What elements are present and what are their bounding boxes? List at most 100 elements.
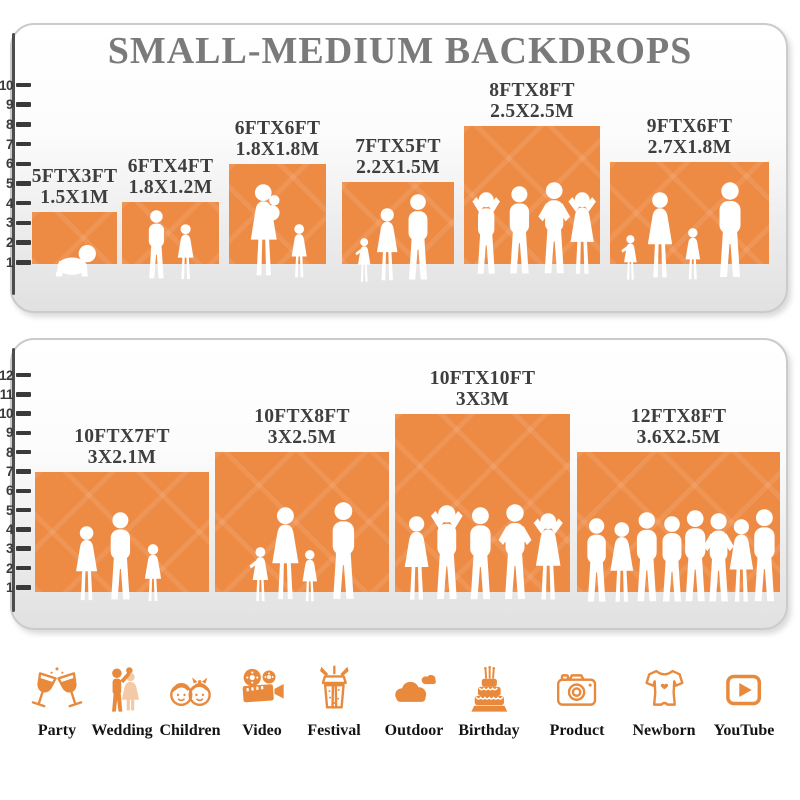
backdrop-rect — [215, 452, 389, 592]
backdrop-size-m: 2.7X1.8M — [647, 137, 732, 158]
ruler-tick-number: 5 — [5, 176, 14, 191]
ruler-tick-number: 2 — [5, 560, 14, 576]
backdrop-size-label: 7FTX5FT 2.2X1.5M — [355, 136, 441, 178]
backdrop-size-label: 10FTX10FT 3X3M — [430, 368, 536, 410]
ruler-tick-dash — [16, 411, 31, 416]
woman-armsup-silhouette — [530, 513, 566, 604]
category-label: Birthday — [458, 722, 520, 739]
ruler-tick: 7 — [0, 136, 31, 152]
backdrop-size-ft: 8FTX8FT — [489, 80, 575, 101]
party-icon — [31, 664, 83, 716]
ruler-tick-number: 6 — [5, 483, 14, 499]
ruler-tick-number: 1 — [5, 579, 14, 595]
category-outdoor: Outdoor — [384, 664, 444, 740]
man-armsup-silhouette — [469, 192, 503, 278]
backdrop-size-ft: 10FTX10FT — [429, 368, 536, 389]
backdrop-size-label: 6FTX4FT 1.8X1.2M — [128, 156, 214, 198]
backdrop-size-m: 1.5X1M — [40, 187, 109, 208]
ruler-tick-number: 7 — [5, 136, 14, 152]
baby-silhouette — [48, 242, 100, 280]
backdrop-size-label: 10FTX8FT 3X2.5M — [254, 406, 350, 448]
ruler-tick-number: 9 — [5, 97, 14, 113]
category-wedding: Wedding — [91, 664, 153, 740]
woman-silhouette — [372, 208, 402, 284]
ruler-tick: 2 — [0, 235, 31, 250]
category-product: Product — [549, 664, 605, 740]
ruler-tick: 9 — [0, 425, 31, 440]
category-label: Outdoor — [384, 722, 444, 739]
backdrop-size-label: 10FTX7FT 3X2.1M — [74, 426, 170, 468]
ruler-tick-dash — [16, 488, 31, 494]
category-label: YouTube — [713, 722, 775, 739]
ruler-tick: 6 — [0, 156, 31, 172]
ruler-tick-dash — [16, 102, 31, 107]
woman-silhouette — [288, 224, 310, 280]
ruler-tick: 3 — [0, 215, 31, 231]
ruler-tick-number: 4 — [5, 195, 14, 211]
backdrop-panel-small: 10 9 8 7 6 5 4 3 2 1 5FTX3FT 1.5X1M 6FTX4FT 1.8X1.2M 6… — [0, 23, 788, 313]
ruler-tick-dash — [16, 240, 31, 245]
ruler-tick-number: 6 — [5, 156, 14, 172]
category-label: Wedding — [91, 722, 153, 739]
ruler-tick: 8 — [0, 444, 31, 460]
backdrop-size-m: 3X3M — [455, 389, 510, 410]
ruler-tick: 5 — [0, 176, 31, 191]
ruler-tick: 1 — [0, 579, 31, 595]
ruler-tick: 11 — [0, 386, 31, 402]
backdrop-size-m: 2.2X1.5M — [356, 157, 440, 178]
ruler-tick-dash — [16, 122, 31, 127]
backdrop-size-label: 9FTX6FT 2.7X1.8M — [647, 116, 733, 158]
category-newborn: Newborn — [632, 664, 696, 740]
ruler-tick-number: 11 — [0, 386, 14, 402]
ruler-tick: 9 — [0, 97, 31, 113]
backdrop-size-m: 2.5X2.5M — [490, 101, 574, 122]
backdrop-size-label: 12FTX8FT 3.6X2.5M — [631, 406, 727, 448]
backdrop-size-ft: 10FTX8FT — [254, 406, 350, 427]
category-birthday: Birthday — [458, 664, 520, 740]
newborn-icon — [638, 664, 690, 716]
backdrop-rect — [32, 212, 117, 264]
ruler-tick-dash — [16, 527, 31, 532]
category-video: Video — [236, 664, 288, 740]
ruler-tick-dash — [16, 430, 31, 436]
backdrop-size-label: 6FTX6FT 1.8X1.8M — [235, 118, 321, 160]
backdrop-panel-medium: 12 11 10 9 8 7 6 5 4 3 2 1 10FTX7FT 3X2.1M 10FTX8FT 3X2… — [0, 338, 788, 630]
ruler-tick: 5 — [0, 503, 31, 518]
ruler-tick: 12 — [0, 368, 31, 383]
category-label: Newborn — [632, 722, 696, 739]
ruler-tick-dash — [16, 507, 31, 513]
backdrop-size-ft: 5FTX3FT — [31, 166, 118, 187]
category-label: Video — [242, 722, 282, 739]
page-title: SMALL-MEDIUM BACKDROPS — [107, 30, 693, 72]
ruler-tick-number: 8 — [5, 444, 14, 460]
woman-silhouette — [642, 192, 678, 282]
ruler-tick-number: 3 — [5, 215, 14, 231]
man-silhouette — [323, 502, 364, 604]
ruler-tick-number: 3 — [5, 541, 14, 557]
ruler-tick-number: 10 — [0, 77, 14, 93]
backdrop-size-m: 3.6X2.5M — [636, 427, 721, 448]
ruler-tick-number: 4 — [5, 521, 14, 537]
festival-icon — [308, 664, 360, 716]
ruler-tick: 4 — [0, 521, 31, 537]
man-silhouette — [400, 194, 436, 284]
ruler-tick-number: 8 — [5, 116, 14, 132]
ruler-tick: 2 — [0, 560, 31, 576]
backdrop-size-label: 5FTX3FT 1.5X1M — [32, 166, 118, 208]
ruler-tick: 7 — [0, 464, 31, 479]
man-silhouette — [745, 509, 784, 606]
backdrop-rect — [122, 202, 219, 264]
ruler-tick: 8 — [0, 116, 31, 132]
ruler-tick: 10 — [0, 406, 31, 421]
ruler-tick-dash — [16, 469, 31, 474]
category-label: Product — [549, 722, 605, 739]
ruler-tick-dash — [16, 161, 31, 167]
category-festival: Festival — [307, 664, 361, 740]
ruler-tick-dash — [16, 141, 31, 147]
category-label: Festival — [307, 722, 361, 739]
backdrop-size-ft: 7FTX5FT — [355, 136, 441, 157]
ruler-tick-dash — [16, 546, 31, 551]
ruler-tick-dash — [16, 200, 31, 206]
woman-silhouette — [299, 550, 321, 604]
ruler-line — [12, 348, 15, 612]
